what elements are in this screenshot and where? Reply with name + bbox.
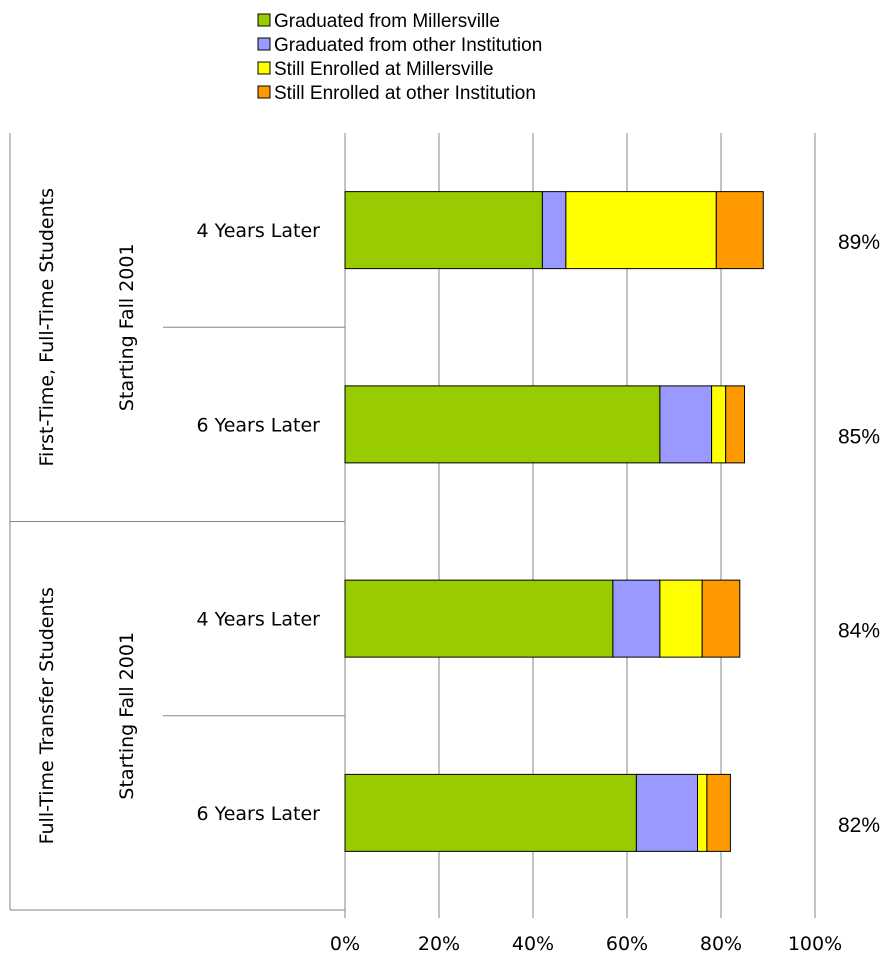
bar-segment	[725, 385, 746, 464]
bar-segment	[711, 385, 727, 464]
legend-swatch	[257, 85, 271, 99]
bar-segment	[541, 191, 567, 270]
x-axis-ticks: 0% 20% 40% 60% 80% 100%	[330, 933, 842, 955]
total-label: 85%	[838, 425, 880, 448]
total-label: 89%	[838, 231, 880, 254]
group-label: First-Time, Full-Time Students	[36, 188, 58, 467]
bar-segment	[701, 579, 741, 658]
legend-item: Graduated from other Institution	[257, 35, 542, 56]
group-sublabel: Starting Fall 2001	[116, 243, 138, 411]
legend-item: Still Enrolled at other Institution	[257, 83, 536, 104]
bar-segment	[697, 773, 708, 852]
group-sublabel: Starting Fall 2001	[116, 632, 138, 800]
legend-label: Still Enrolled at other Institution	[274, 83, 536, 104]
legend-label: Still Enrolled at Millersville	[274, 59, 494, 80]
legend-label: Graduated from other Institution	[274, 35, 542, 56]
bar-segment	[706, 773, 731, 852]
bar-segment	[659, 385, 713, 464]
legend-swatch	[257, 61, 271, 75]
category-labels: 4 Years Later 6 Years Later 4 Years Later 6…	[197, 220, 321, 825]
legend-item: Still Enrolled at Millersville	[257, 59, 494, 80]
bar-segment	[344, 385, 661, 464]
legend-swatch	[257, 37, 271, 51]
x-tick-label: 40%	[512, 933, 554, 955]
group-label: Full-Time Transfer Students	[36, 587, 58, 844]
bar-segment	[344, 773, 637, 852]
legend-swatch	[257, 13, 271, 27]
bar-segment	[344, 191, 543, 270]
category-label: 4 Years Later	[197, 609, 321, 631]
bars	[344, 191, 764, 852]
category-axis-frame	[9, 133, 345, 911]
category-label: 6 Years Later	[197, 414, 321, 436]
bar-segment	[659, 579, 703, 658]
legend-item: Graduated from Millersville	[257, 11, 500, 32]
legend-label: Graduated from Millersville	[274, 11, 500, 32]
total-label: 84%	[838, 620, 880, 643]
x-tick-label: 100%	[788, 933, 842, 955]
x-tick-label: 0%	[330, 933, 360, 955]
x-tick-label: 80%	[700, 933, 742, 955]
bar-segment	[635, 773, 699, 852]
x-tick-label: 20%	[418, 933, 460, 955]
group-labels: First-Time, Full-Time Students Starting F…	[36, 188, 138, 844]
category-label: 4 Years Later	[197, 220, 321, 242]
bar-segment	[344, 579, 614, 658]
x-tick-label: 60%	[606, 933, 648, 955]
legend: Graduated from Millersville Graduated fro…	[257, 11, 542, 104]
bar-segment	[565, 191, 717, 270]
bar-segment	[715, 191, 764, 270]
total-labels: 89% 85% 84% 82%	[838, 231, 880, 837]
bar-segment	[612, 579, 661, 658]
category-label: 6 Years Later	[197, 803, 321, 825]
total-label: 82%	[838, 814, 880, 837]
